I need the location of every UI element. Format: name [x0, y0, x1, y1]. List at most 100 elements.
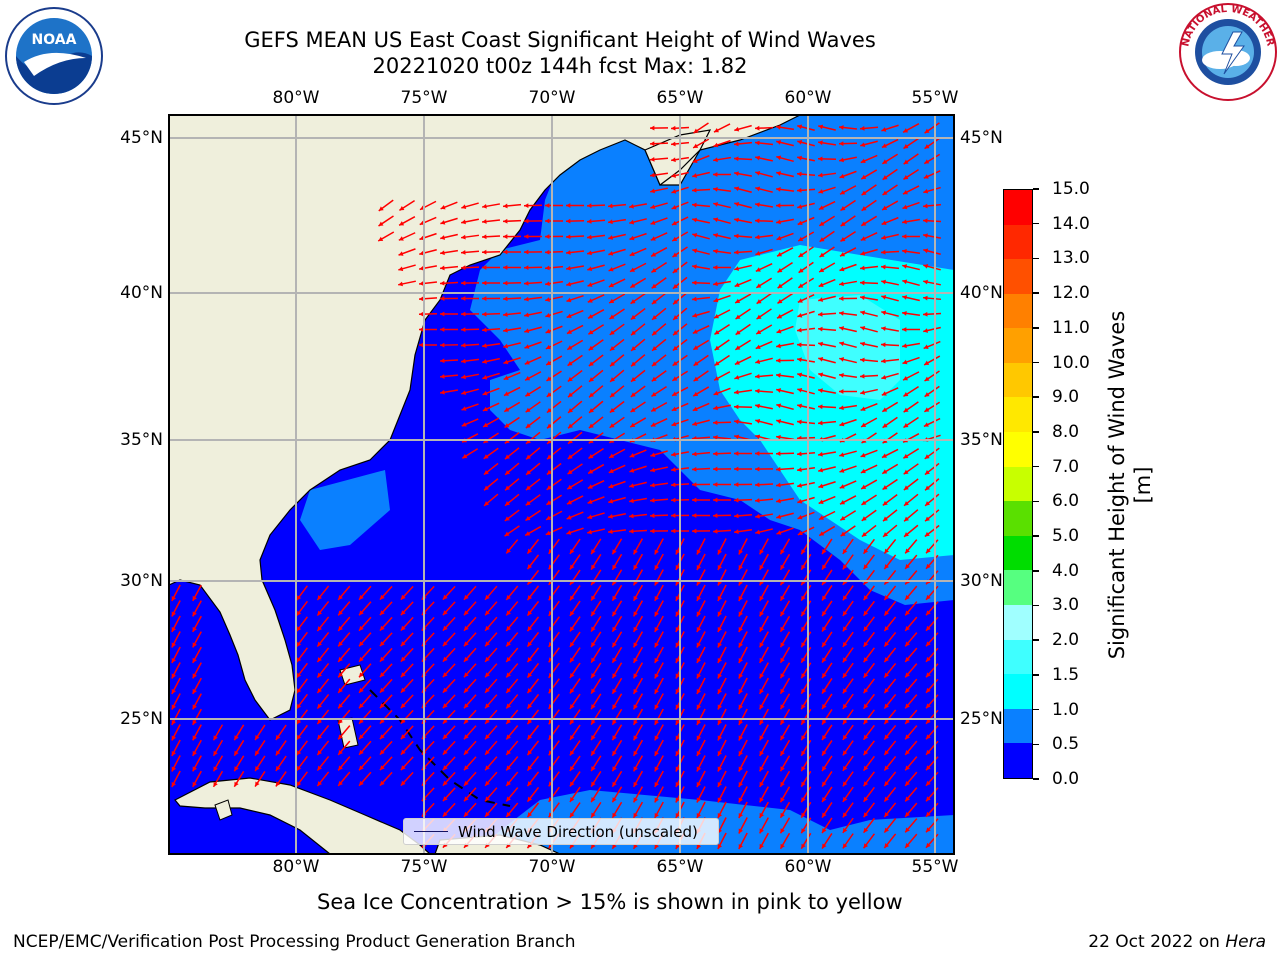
- wind-wave-arrowhead: [591, 595, 596, 601]
- wind-wave-arrowhead: [633, 812, 638, 818]
- wind-wave-arrowhead: [591, 626, 596, 632]
- wind-wave-arrowhead: [338, 656, 343, 662]
- wind-wave-arrowhead: [905, 827, 910, 833]
- wind-wave-arrowhead: [673, 299, 678, 305]
- wind-wave-arrowhead: [442, 796, 448, 802]
- wind-wave-arrowhead: [839, 296, 844, 301]
- wind-wave-arrowhead: [822, 549, 827, 555]
- wind-wave-arrowhead: [192, 750, 197, 756]
- wind-wave-arrowhead: [798, 236, 804, 242]
- wind-wave-arrowhead: [777, 268, 783, 273]
- wind-wave-arrowhead: [482, 406, 488, 412]
- wind-wave-arrowhead: [902, 219, 907, 225]
- wind-wave-arrowhead: [463, 610, 469, 616]
- wind-wave-arrowhead: [630, 392, 636, 397]
- wind-wave-arrowhead: [884, 812, 889, 818]
- wind-wave-arrowhead: [863, 812, 869, 818]
- wind-wave-arrowhead: [234, 750, 239, 756]
- wind-wave-arrowhead: [587, 298, 593, 303]
- wind-wave-arrowhead: [192, 642, 197, 648]
- wind-wave-arrowhead: [317, 781, 323, 787]
- wind-wave-arrowhead: [776, 388, 782, 393]
- wind-wave-arrowhead: [171, 626, 176, 632]
- wind-wave-arrowhead: [461, 406, 467, 411]
- lon-label-top: 65°W: [656, 88, 704, 108]
- wind-wave-arrowhead: [567, 361, 573, 366]
- wind-wave-arrowhead: [801, 843, 806, 849]
- wind-wave-arrowhead: [482, 311, 487, 317]
- wind-wave-arrowhead: [860, 250, 866, 256]
- wind-wave-arrowhead: [692, 248, 698, 254]
- wind-wave-arrowhead: [881, 143, 887, 148]
- wind-wave-arrowhead: [440, 358, 445, 364]
- wind-wave-arrowhead: [525, 485, 531, 491]
- wind-wave-arrowhead: [840, 252, 846, 257]
- wind-wave-arrowhead: [797, 313, 803, 318]
- wind-wave-arrowhead: [506, 610, 511, 616]
- wind-wave-arrowhead: [842, 548, 848, 554]
- wind-wave-arrowhead: [548, 610, 554, 616]
- wind-wave-arrowhead: [696, 720, 702, 726]
- wind-wave-arrowhead: [192, 735, 197, 741]
- wind-wave-arrowhead: [317, 641, 323, 647]
- wind-wave-arrowhead: [776, 530, 782, 535]
- wind-wave-arrowhead: [923, 344, 929, 349]
- wind-wave-arrowhead: [527, 610, 533, 616]
- wind-wave-arrowhead: [379, 718, 385, 724]
- wind-wave-arrowhead: [777, 283, 783, 289]
- wind-wave-arrowhead: [713, 497, 718, 503]
- wind-wave-arrowhead: [545, 203, 550, 208]
- wind-wave-arrowhead: [548, 564, 554, 570]
- wind-wave-arrowhead: [755, 170, 761, 176]
- colorbar-segment: [1004, 259, 1032, 294]
- wind-wave-arrowhead: [379, 780, 385, 786]
- wind-wave-arrowhead: [839, 421, 845, 427]
- wind-wave-arrowhead: [738, 781, 743, 787]
- wind-wave-arrowhead: [926, 641, 931, 647]
- wind-wave-arrowhead: [696, 673, 702, 679]
- wind-wave-arrowhead: [506, 626, 511, 631]
- wind-wave-arrowhead: [485, 796, 490, 802]
- wind-wave-arrowhead: [819, 237, 825, 242]
- wind-wave-arrowhead: [526, 470, 531, 475]
- wind-wave-arrowhead: [650, 498, 655, 503]
- wind-wave-arrowhead: [608, 235, 614, 240]
- wind-wave-arrowhead: [822, 828, 827, 834]
- wind-wave-arrowhead: [609, 314, 615, 319]
- wind-wave-arrowhead: [633, 781, 638, 787]
- wind-wave-arrowhead: [797, 155, 802, 161]
- lon-label-top: 75°W: [400, 88, 448, 108]
- wind-wave-arrowhead: [882, 407, 888, 412]
- wind-wave-arrowhead: [461, 311, 466, 317]
- lon-label-top: 55°W: [911, 88, 959, 108]
- wind-wave-arrowhead: [863, 765, 869, 771]
- wind-wave-arrowhead: [755, 140, 760, 146]
- wind-wave-arrowhead: [359, 594, 364, 600]
- wind-wave-arrowhead: [296, 703, 302, 709]
- wind-wave-arrowhead: [780, 704, 785, 710]
- wind-wave-arrowhead: [400, 687, 406, 693]
- wind-wave-arrowhead: [902, 311, 907, 316]
- wind-wave-arrowhead: [842, 626, 848, 632]
- wind-wave-arrowhead: [839, 266, 845, 272]
- wind-wave-arrowhead: [171, 750, 176, 756]
- wind-wave-arrowhead: [612, 797, 617, 803]
- wind-wave-arrowhead: [671, 173, 677, 178]
- wind-wave-arrowhead: [379, 765, 385, 771]
- wind-wave-arrowhead: [588, 361, 594, 367]
- wind-wave-arrowhead: [717, 549, 723, 555]
- wind-wave-arrowhead: [612, 704, 617, 710]
- wind-wave-arrowhead: [633, 626, 638, 632]
- wind-wave-arrowhead: [738, 735, 743, 741]
- wind-wave-arrowhead: [905, 703, 910, 709]
- wind-wave-arrowhead: [192, 626, 197, 632]
- wind-wave-arrowhead: [734, 513, 739, 519]
- wind-wave-arrowhead: [714, 345, 720, 351]
- wind-wave-arrowhead: [587, 282, 593, 287]
- wind-wave-arrowhead: [171, 719, 176, 725]
- wind-wave-arrowhead: [442, 610, 448, 616]
- wind-wave-arrowhead: [797, 187, 802, 193]
- wind-wave-arrowhead: [463, 749, 469, 755]
- wind-wave-arrowhead: [675, 688, 681, 694]
- wind-wave-arrowhead: [780, 626, 785, 632]
